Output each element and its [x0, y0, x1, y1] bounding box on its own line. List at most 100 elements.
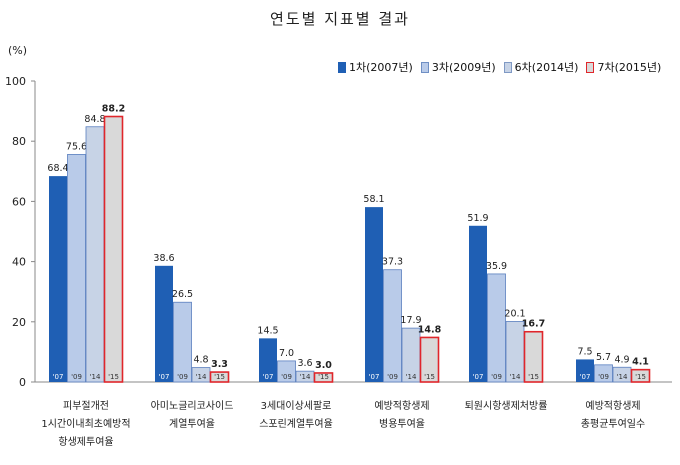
legend-item-2: 3차(2009년)	[420, 59, 496, 75]
y-tick-label-100: 100	[5, 75, 26, 88]
value-label-g1-s1: 68.4	[47, 163, 68, 174]
bar-g5-s2	[487, 273, 506, 383]
value-label-g6-s4: 4.1	[632, 357, 649, 368]
value-label-g5-s4: 16.7	[522, 319, 545, 330]
legend-swatch-4	[586, 61, 595, 73]
value-label-g3-s4: 3.0	[315, 360, 332, 371]
category-label-g1-line2: 1시간이내최초예방적	[41, 418, 130, 430]
bar-g3-s2	[277, 360, 296, 383]
y-tick-label-80: 80	[12, 135, 26, 148]
value-label-g3-s2: 7.0	[279, 348, 294, 359]
year-tag-g4-s4: '15	[424, 373, 435, 381]
year-tag-g5-s4: '15	[528, 373, 539, 381]
legend-swatch-2	[420, 61, 429, 73]
value-label-g6-s2: 5.7	[596, 352, 611, 363]
year-tag-g5-s2: '09	[491, 373, 502, 381]
year-tag-g3-s1: '07	[263, 373, 274, 381]
year-tag-g6-s3: '14	[617, 373, 628, 381]
y-tick-label-40: 40	[12, 256, 26, 269]
year-tag-g4-s2: '09	[387, 373, 398, 381]
bar-g5-s1	[469, 225, 487, 382]
value-label-g2-s2: 26.5	[172, 289, 193, 300]
legend: 1차(2007년) 3차(2009년) 6차(2014년) 7차(2015년)	[338, 59, 661, 75]
year-tag-g1-s4: '15	[108, 373, 119, 381]
bar-g1-s2	[67, 154, 86, 383]
year-tag-g6-s2: '09	[598, 373, 609, 381]
year-tag-g2-s2: '09	[177, 373, 188, 381]
value-label-g5-s1: 51.9	[467, 213, 488, 224]
bar-g6-s1	[576, 359, 594, 382]
year-tag-g6-s1: '07	[580, 373, 591, 381]
year-tag-g5-s3: '14	[510, 373, 521, 381]
bar-g1-s3	[85, 126, 105, 383]
year-tag-g1-s1: '07	[53, 373, 64, 381]
category-label-g6-line2: 총평균투여일수	[581, 418, 645, 430]
bar-g3-s4	[313, 372, 334, 383]
y-axis-unit: (%)	[8, 44, 28, 57]
value-label-g1-s3: 84.8	[84, 114, 105, 125]
bar-g6-s4	[630, 368, 651, 383]
year-tag-g2-s3: '14	[196, 373, 207, 381]
value-label-g4-s1: 58.1	[363, 194, 384, 205]
value-label-g3-s1: 14.5	[257, 325, 278, 336]
legend-item-1: 1차(2007년)	[338, 59, 413, 75]
legend-label-2: 3차(2009년)	[431, 61, 496, 74]
category-label-g4-line2: 병용투여율	[379, 418, 425, 430]
year-tag-g5-s1: '07	[473, 373, 484, 381]
y-tick-label-60: 60	[12, 195, 26, 208]
value-label-g1-s2: 75.6	[66, 141, 87, 152]
chart-title: 연도별 지표별 결과	[270, 10, 410, 28]
value-label-g1-s4: 88.2	[102, 104, 125, 115]
year-tag-g3-s4: '15	[318, 373, 329, 381]
year-tag-g4-s1: '07	[369, 373, 380, 381]
year-tag-g2-s4: '15	[214, 373, 225, 381]
legend-swatch-1	[338, 61, 346, 73]
y-tick-label-20: 20	[12, 316, 26, 329]
value-label-g4-s3: 17.9	[400, 315, 421, 326]
year-tag-g4-s3: '14	[406, 373, 417, 381]
bar-g3-s1	[259, 338, 277, 382]
category-label-g5-line1: 퇴원시항생제처방률	[465, 400, 548, 412]
category-label-g3-line1: 3세대이상세팔로	[261, 400, 332, 412]
category-label-g1-line1: 피부절개전	[63, 399, 109, 412]
bar-g1-s4	[103, 115, 124, 383]
value-label-g6-s3: 4.9	[614, 354, 629, 365]
year-tag-g3-s2: '09	[281, 373, 292, 381]
bar-g4-s2	[383, 269, 402, 383]
legend-label-1: 1차(2007년)	[349, 61, 413, 74]
category-label-g2-line2: 계열투여율	[169, 418, 215, 430]
legend-label-3: 6차(2014년)	[514, 61, 579, 74]
year-tag-g3-s3: '14	[300, 373, 311, 381]
bar-g5-s4	[523, 330, 544, 383]
bar-g1-s1	[49, 176, 67, 382]
value-label-g6-s1: 7.5	[577, 346, 592, 357]
bar-g2-s1	[155, 265, 173, 382]
year-tag-g1-s3: '14	[90, 373, 101, 381]
category-label-g3-line2: 스포린계열투여율	[259, 418, 333, 430]
legend-swatch-3	[503, 61, 512, 73]
value-label-g4-s2: 37.3	[382, 257, 403, 268]
value-label-g4-s4: 14.8	[418, 324, 442, 335]
y-tick-label-0: 0	[19, 376, 26, 389]
year-tag-g1-s2: '09	[71, 373, 82, 381]
value-label-g5-s2: 35.9	[486, 261, 507, 272]
category-label-g4-line1: 예방적항생제	[374, 400, 429, 412]
value-label-g3-s3: 3.6	[297, 358, 312, 369]
bar-g2-s4	[209, 371, 230, 383]
category-label-g1-line3: 항생제투여율	[58, 436, 113, 448]
category-label-g2-line1: 아미노글리코사이드	[151, 400, 234, 412]
year-tag-g6-s4: '15	[635, 373, 646, 381]
value-label-g2-s1: 38.6	[153, 253, 174, 264]
legend-label-4: 7차(2015년)	[597, 61, 662, 74]
bar-g2-s2	[173, 301, 192, 383]
bar-g6-s2	[594, 364, 613, 383]
bar-g4-s1	[365, 207, 383, 382]
value-label-g2-s4: 3.3	[211, 359, 228, 370]
bar-g4-s4	[419, 336, 440, 383]
legend-item-4: 7차(2015년)	[586, 59, 661, 75]
category-label-g6-line1: 예방적항생제	[585, 400, 640, 412]
year-tag-g2-s1: '07	[159, 373, 170, 381]
legend-item-3: 6차(2014년)	[503, 59, 579, 75]
value-label-g5-s3: 20.1	[504, 308, 525, 319]
